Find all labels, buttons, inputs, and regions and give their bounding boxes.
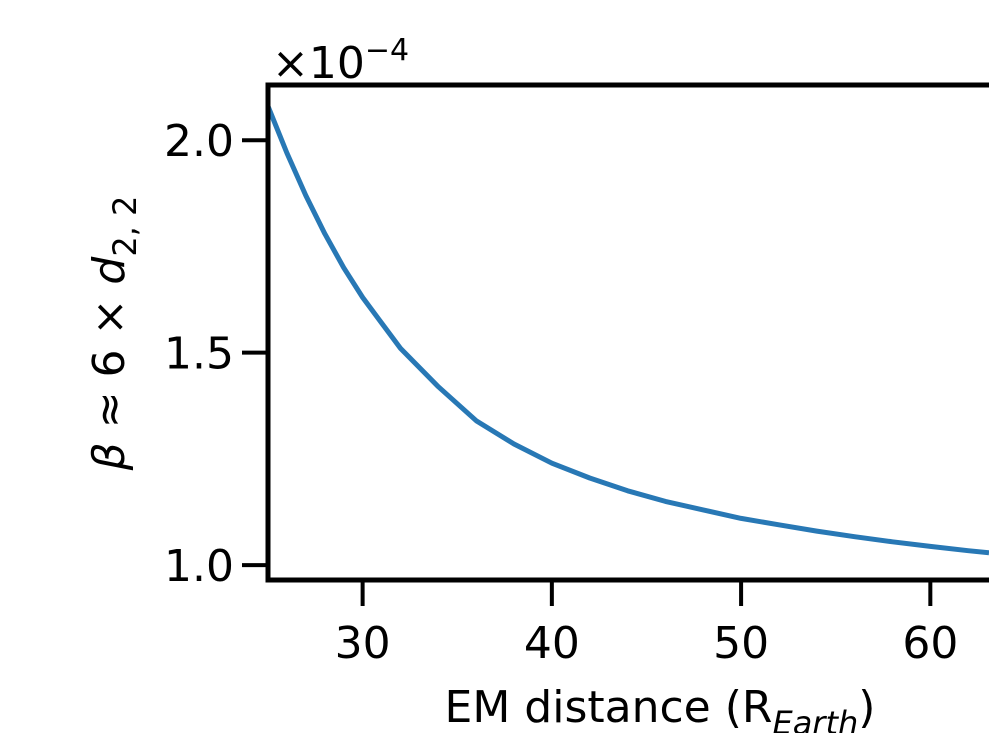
x-tick-label: 60 bbox=[902, 618, 958, 669]
series-line-0 bbox=[265, 105, 989, 556]
y-tick-label: 2.0 bbox=[164, 116, 234, 167]
series-group bbox=[265, 105, 989, 556]
axis-ticks: 30 40 50 60 1.0 1.5 2.0 bbox=[164, 116, 958, 669]
offset-text: ×10−4 bbox=[272, 33, 409, 89]
y-tick-label: 1.0 bbox=[164, 541, 234, 592]
axes-frame bbox=[265, 82, 989, 583]
y-tick-label: 1.5 bbox=[164, 329, 234, 380]
x-axis-label: EM distance (REarth) bbox=[445, 682, 876, 733]
y-axis-label: β ≈ 6 × d2, 2 bbox=[84, 196, 144, 472]
x-tick-label: 40 bbox=[524, 618, 580, 669]
x-tick-label: 50 bbox=[713, 618, 769, 669]
axes-spines bbox=[265, 82, 989, 583]
x-tick-label: 30 bbox=[335, 618, 391, 669]
